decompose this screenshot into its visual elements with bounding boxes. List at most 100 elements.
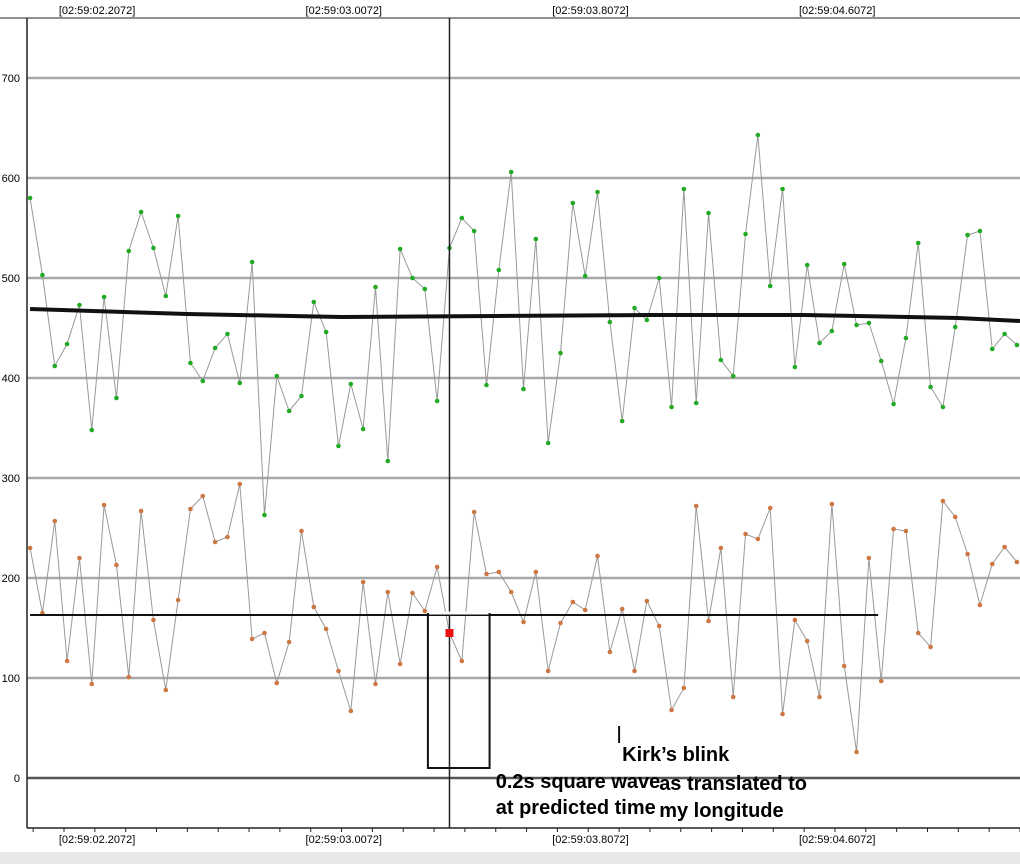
series-1-point: [336, 668, 341, 674]
series-1-point: [632, 668, 637, 674]
series-0-point: [533, 236, 539, 242]
series-0-point: [114, 395, 119, 401]
annotation-1: at predicted time: [496, 797, 656, 819]
series-1-point: [373, 681, 378, 687]
series-1-point: [311, 604, 317, 610]
series-1-point: [755, 536, 761, 542]
series-1-point: [792, 617, 798, 623]
series-0-point: [311, 299, 317, 305]
series-layer: [27, 132, 1020, 755]
x-tick-label-bottom-2: [02:59:03.8072]: [552, 834, 628, 846]
series-0-point: [52, 363, 58, 369]
series-1-point: [854, 749, 859, 755]
series-0-point: [274, 373, 280, 379]
series-0-point: [459, 215, 465, 221]
series-0-point: [262, 512, 267, 518]
series-0-point: [915, 240, 921, 246]
series-0-point: [410, 275, 415, 281]
series-0-point: [706, 210, 711, 216]
series-0-point: [188, 360, 193, 366]
annotation-0: 0.2s square wave: [496, 771, 661, 793]
series-1-point: [484, 571, 489, 577]
series-1-point: [570, 599, 576, 605]
series-1-point: [521, 619, 526, 625]
series-1-point: [533, 569, 539, 575]
series-1-point: [693, 503, 699, 509]
series-1-point: [767, 505, 773, 511]
annotation-2: Kirk’s blink: [622, 744, 730, 766]
series-0-point: [743, 231, 748, 237]
series-0-point: [521, 386, 526, 392]
x-tick-label-bottom-0: [02:59:02.2072]: [59, 834, 135, 846]
series-1-point: [126, 674, 132, 680]
x-tick-label-top-2: [02:59:03.8072]: [552, 5, 628, 17]
y-tick-label-600: 600: [2, 173, 20, 185]
series-0-point: [348, 381, 354, 387]
series-0-point: [952, 324, 958, 330]
highlight-point: [445, 629, 454, 637]
series-1-point: [656, 623, 662, 629]
series-1-point: [348, 708, 354, 714]
series-0-trend-line: [30, 307, 1020, 323]
y-tick-label-0: 0: [14, 773, 20, 785]
series-0-point: [854, 322, 859, 328]
series-0-point: [1002, 331, 1007, 337]
series-0-point: [977, 228, 983, 234]
series-1-point: [940, 498, 946, 504]
series-0-point: [27, 195, 33, 201]
overlay-layer: [426, 18, 621, 828]
series-0-point: [817, 340, 822, 346]
series-1-point: [212, 539, 218, 545]
series-0-point: [841, 261, 847, 267]
series-1-point: [977, 602, 983, 608]
series-1-point: [434, 564, 440, 570]
series-0-point: [360, 426, 366, 432]
series-0-point: [151, 245, 156, 251]
series-1-point: [114, 562, 119, 568]
series-1-point: [903, 528, 909, 534]
series-0-point: [595, 189, 600, 195]
series-0-point: [767, 283, 773, 289]
series-0-point: [693, 400, 699, 406]
series-1-point: [582, 607, 588, 613]
series-0-point: [101, 294, 107, 300]
series-1-point: [237, 481, 243, 487]
series-1-point: [52, 518, 58, 524]
series-1-point: [817, 694, 822, 700]
series-0-point: [200, 378, 206, 384]
series-0-point: [225, 331, 230, 337]
series-0-point: [212, 345, 218, 351]
series-0-point: [484, 382, 489, 388]
series-1-point: [681, 685, 687, 691]
series-1-point: [249, 636, 255, 642]
series-0-point: [77, 302, 82, 308]
series-0-point: [681, 186, 687, 192]
series-0-point: [64, 341, 70, 347]
series-1-point: [607, 649, 613, 655]
series-0-point: [570, 200, 576, 206]
y-tick-label-500: 500: [2, 273, 20, 285]
series-1-point: [804, 638, 810, 644]
grid: [27, 76, 1020, 780]
series-0-point: [508, 169, 514, 175]
series-1-point: [952, 514, 958, 520]
series-0-point: [558, 350, 563, 356]
series-0-point: [829, 328, 835, 334]
series-0-point: [40, 272, 45, 278]
series-0-point: [496, 267, 502, 273]
series-1-point: [175, 597, 181, 603]
y-tick-label-200: 200: [2, 573, 20, 585]
series-1-point: [644, 598, 650, 604]
series-1-point: [200, 493, 206, 499]
series-1-point: [410, 590, 415, 596]
series-1-point: [27, 545, 33, 551]
series-1-point: [841, 663, 847, 669]
series-1-point: [163, 687, 169, 693]
square-wave: [426, 613, 491, 769]
series-1-point: [508, 589, 514, 595]
series-0-point: [138, 209, 144, 215]
series-1-point: [422, 608, 428, 614]
series-0-point: [780, 186, 785, 192]
